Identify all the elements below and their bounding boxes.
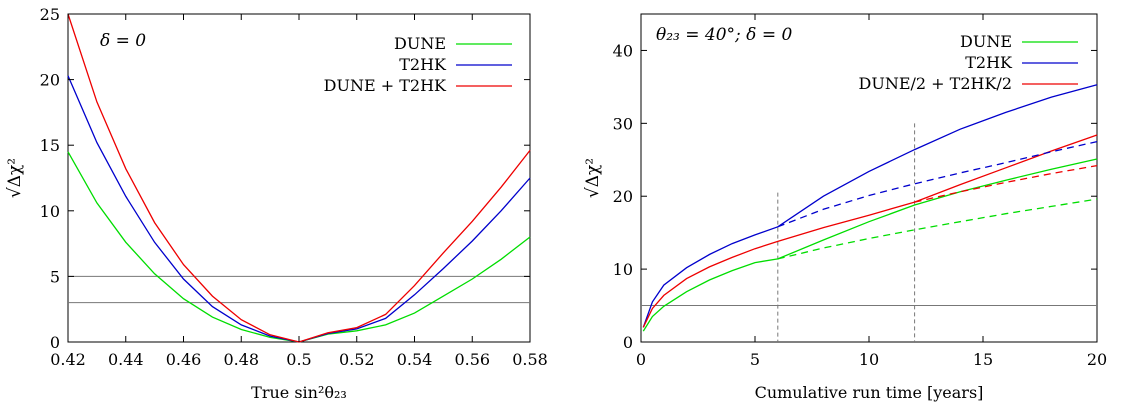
legend-label: T2HK [965, 53, 1013, 72]
x-axis-label-left: True sin²θ₂₃ [251, 383, 347, 402]
x-ticks: 0 5 10 15 20 [636, 14, 1107, 369]
y-tick-label: 10 [613, 260, 633, 279]
legend: DUNE T2HK DUNE/2 + T2HK/2 [859, 32, 1078, 93]
y-tick-label: 10 [40, 202, 60, 221]
y-tick-label: 5 [50, 267, 60, 286]
series-group [67, 13, 531, 343]
panel-right: 0 5 10 15 20 0 10 20 30 40 DUNE T2HK DUNE/2 + T2HK… [583, 13, 1107, 402]
panel-left: 0.42 0.44 0.46 0.48 0.5 0.52 0.54 0.56 0.58 0 5 10… [5, 5, 548, 402]
x-tick-label: 10 [859, 350, 879, 369]
x-tick-label: 0 [636, 350, 646, 369]
y-ticks: 0 5 10 15 20 25 [40, 5, 530, 352]
x-tick-label: 20 [1087, 350, 1107, 369]
y-tick-label: 25 [40, 5, 60, 24]
x-tick-label: 0.46 [166, 350, 202, 369]
x-tick-label: 0.5 [286, 350, 311, 369]
y-tick-label: 20 [613, 187, 633, 206]
y-ticks: 0 10 20 30 40 [613, 41, 1097, 352]
legend-label: DUNE + T2HK [324, 76, 447, 95]
y-tick-label: 40 [613, 41, 633, 60]
x-tick-label: 0.54 [397, 350, 433, 369]
legend-label: DUNE [960, 32, 1012, 51]
legend-label: T2HK [399, 55, 447, 74]
legend-label: DUNE/2 + T2HK/2 [859, 74, 1012, 93]
y-tick-label: 0 [623, 333, 633, 352]
legend: DUNE T2HK DUNE + T2HK [324, 34, 512, 95]
reference-vlines [777, 123, 916, 342]
plot-frame [67, 13, 531, 343]
reference-hlines [68, 275, 530, 304]
series-line-2 [642, 134, 1098, 328]
y-tick-label: 20 [40, 71, 60, 90]
y-tick-label: 30 [613, 114, 633, 133]
x-tick-label: 0.42 [50, 350, 86, 369]
y-tick-label: 0 [50, 333, 60, 352]
x-axis-label-right: Cumulative run time [years] [755, 383, 984, 402]
legend-label: DUNE [394, 34, 446, 53]
y-tick-label: 15 [40, 136, 60, 155]
series-line-2 [67, 13, 531, 343]
series-line-1 [67, 75, 531, 343]
y-axis-label-right: √Δχ² [583, 158, 603, 198]
x-tick-label: 5 [750, 350, 760, 369]
x-tick-label: 15 [973, 350, 993, 369]
series-line-0 [67, 151, 531, 343]
series-group [642, 84, 1098, 332]
annotation-right: θ₂₃ = 40°; δ = 0 [656, 25, 792, 45]
x-tick-label: 0.48 [223, 350, 259, 369]
y-axis-label-left: √Δχ² [5, 158, 25, 198]
annotation-left: δ = 0 [100, 31, 146, 51]
series-line-4 [777, 198, 1098, 260]
x-tick-label: 0.44 [108, 350, 144, 369]
x-tick-label: 0.56 [454, 350, 490, 369]
x-tick-label: 0.58 [512, 350, 548, 369]
x-tick-label: 0.52 [339, 350, 375, 369]
series-line-3 [777, 140, 1098, 228]
x-ticks: 0.42 0.44 0.46 0.48 0.5 0.52 0.54 0.56 0.58 [50, 14, 548, 369]
series-line-1 [642, 84, 1098, 328]
